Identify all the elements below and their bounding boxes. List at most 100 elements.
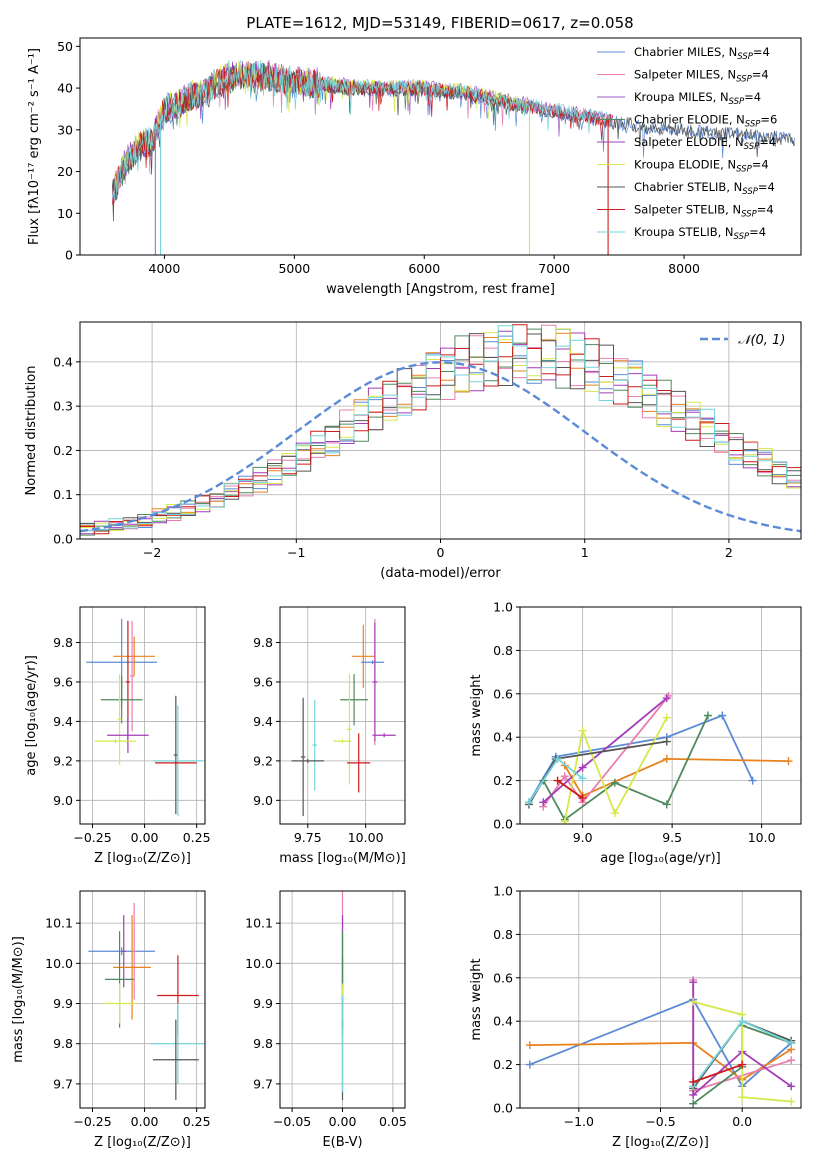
weight-line-kroupa_elodie: [563, 717, 668, 822]
y-tick-label: 10.1: [245, 916, 273, 931]
weight-marker-chabrier_elodie: [662, 800, 671, 809]
legend-subscript: SSP: [741, 210, 757, 220]
y-axis-label: Flux [fλ10⁻¹⁷ erg cm⁻² s⁻¹ A⁻¹]: [27, 48, 42, 245]
y-tick-label: 30: [57, 122, 73, 137]
x-tick-label: 6000: [408, 261, 440, 276]
y-tick-label: 9.9: [53, 996, 73, 1011]
weight-marker-salpeter_stelib: [553, 776, 562, 785]
weight-marker-salpeter_stelib: [578, 793, 587, 802]
x-axis-label: mass [log₁₀(M/M⊙)]: [279, 851, 406, 866]
y-tick-label: 9.7: [253, 1076, 273, 1091]
x-tick-label: −0.05: [273, 1114, 311, 1129]
x-tick-label: 0.00: [329, 1114, 357, 1129]
x-tick-label: 0.25: [183, 1114, 211, 1129]
y-tick-label: 9.7: [53, 1076, 73, 1091]
legend-entry: Salpeter STELIB, NSSP=4: [634, 203, 774, 220]
y-tick-label: 9.6: [253, 674, 273, 689]
weight-marker-orange: [784, 757, 793, 766]
legend-entry: Chabrier MILES, NSSP=4: [634, 45, 770, 62]
y-tick-label: 10.0: [245, 956, 273, 971]
legend-subscript: SSP: [742, 187, 758, 197]
weight-marker-salpeter_elodie: [787, 1082, 796, 1091]
x-tick-label: 10.00: [348, 830, 384, 845]
axes-frame: −1.0 −0.5 0.0 0.0 0.2 0.4 0.6 0.8 1.0 Z [log₁₀(Z/…: [469, 884, 802, 1150]
legend-subscript: SSP: [745, 120, 761, 130]
y-tick-label: 0.8: [493, 927, 513, 942]
spectrum-line-chabrier_stelib: [112, 63, 795, 222]
weight-marker-chabrier_miles: [718, 711, 727, 720]
y-axis-label: mass weight: [469, 958, 484, 1040]
legend-subscript: SSP: [734, 232, 750, 242]
axes-border: [279, 606, 406, 825]
x-tick-label: 0.00: [131, 1114, 159, 1129]
mass-vs-metallicity-panel: −0.25 0.00 0.25 9.7 9.8 9.9 10.0 10.1 Z [log₁₀(Z…: [11, 890, 211, 1150]
plot-area: [280, 891, 405, 1108]
y-tick-label: 9.6: [53, 674, 73, 689]
y-tick-label: 9.0: [253, 793, 273, 808]
spectrum-line-kroupa_stelib: [112, 59, 613, 201]
y-tick-label: 0.2: [53, 443, 73, 458]
axes-frame: 9.75 10.00 9.0 9.2 9.4 9.6 9.8 mass [log₁₀(M/M⊙…: [253, 606, 406, 866]
x-tick-label: 4000: [149, 261, 181, 276]
legend-entry: Salpeter ELODIE, NSSP=4: [634, 135, 776, 152]
plot-area: [520, 891, 801, 1108]
axes-frame: −0.05 0.00 0.05 9.7 9.8 9.9 10.0 10.1 E(B-V): [245, 890, 407, 1150]
y-tick-label: 20: [57, 164, 73, 179]
y-tick-label: 9.9: [253, 996, 273, 1011]
axes-frame: −0.25 0.00 0.25 9.7 9.8 9.9 10.0 10.1 Z [log₁₀(Z…: [11, 890, 211, 1150]
plot-area: [80, 607, 205, 824]
weight-marker-kroupa_elodie: [689, 997, 698, 1006]
legend-name: Kroupa ELODIE, N: [634, 158, 736, 172]
weight-vs-metallicity-panel: −1.0 −0.5 0.0 0.0 0.2 0.4 0.6 0.8 1.0 Z [log₁₀(Z/…: [469, 884, 802, 1150]
weight-marker-salpeter_miles: [787, 1056, 796, 1065]
residuals-histogram-panel: −2 −1 0 1 2 0.0 0.1 0.2 0.3 0.4 (data-model)/error…: [24, 321, 802, 581]
y-tick-label: 0.6: [493, 686, 513, 701]
weight-marker-kroupa_elodie: [578, 726, 587, 735]
weight-marker-orange: [662, 754, 671, 763]
y-tick-label: 40: [57, 81, 73, 96]
weight-marker-chabrier_miles: [748, 776, 757, 785]
y-tick-label: 0.8: [493, 643, 513, 658]
y-tick-label: 9.8: [53, 635, 73, 650]
x-axis-label: Z [log₁₀(Z/Z⊙)]: [612, 1135, 709, 1150]
weight-marker-chabrier_elodie: [689, 1099, 698, 1108]
legend-count: =4: [758, 180, 775, 194]
histogram-kroupa_stelib: [80, 325, 801, 532]
y-tick-label: 0.0: [493, 817, 513, 832]
weight-marker-chabrier_elodie: [703, 711, 712, 720]
x-tick-label: 0.25: [183, 830, 211, 845]
x-axis-label: Z [log₁₀(Z/Z⊙)]: [94, 851, 191, 866]
weight-marker-kroupa_stelib: [524, 798, 533, 807]
legend-subscript: SSP: [744, 142, 760, 152]
y-tick-label: 9.4: [253, 714, 273, 729]
x-axis-label: (data-model)/error: [380, 566, 501, 581]
legend-subscript: SSP: [729, 97, 745, 107]
figure-title: PLATE=1612, MJD=53149, FIBERID=0617, z=0…: [246, 14, 633, 32]
y-tick-label: 10.0: [45, 956, 73, 971]
legend-entry: Chabrier STELIB, NSSP=4: [634, 180, 775, 197]
legend-name: Chabrier MILES, N: [634, 45, 737, 59]
y-tick-label: 0.3: [53, 399, 73, 414]
axes-frame: 4000 5000 6000 7000 8000 0 10 20 30 40 50 wavelengt…: [27, 37, 802, 297]
y-tick-label: 1.0: [493, 884, 513, 899]
legend-count: =4: [752, 158, 769, 172]
axes-border: [79, 37, 802, 256]
weight-marker-salpeter_miles: [560, 772, 569, 781]
x-tick-label: 9.0: [573, 830, 593, 845]
age-vs-mass-panel: 9.75 10.00 9.0 9.2 9.4 9.6 9.8 mass [log₁₀(M/M⊙…: [253, 606, 406, 866]
legend-gaussian-label: 𝒩(0, 1): [738, 333, 785, 348]
weight-marker-chabrier_miles: [525, 1060, 534, 1069]
x-tick-label: 9.5: [662, 830, 682, 845]
y-tick-label: 9.8: [253, 1036, 273, 1051]
weight-marker-kroupa_elodie: [610, 809, 619, 818]
y-tick-label: 9.0: [53, 793, 73, 808]
y-axis-label: Normed distribution: [24, 366, 39, 496]
axes-frame: 9.0 9.5 10.0 0.0 0.2 0.4 0.6 0.8 1.0 age [log₁₀(a…: [469, 600, 802, 866]
legend-entry: Kroupa ELODIE, NSSP=4: [634, 158, 769, 175]
legend-subscript: SSP: [737, 52, 753, 62]
y-tick-label: 10: [57, 206, 73, 221]
weight-vs-age-panel: 9.0 9.5 10.0 0.0 0.2 0.4 0.6 0.8 1.0 age [log₁₀(a…: [469, 600, 802, 866]
age-vs-metallicity-panel: −0.25 0.00 0.25 9.0 9.2 9.4 9.6 9.8 Z [log₁₀(Z/Z…: [24, 606, 211, 866]
plot-area: [112, 59, 795, 255]
legend-count: =4: [744, 90, 761, 104]
